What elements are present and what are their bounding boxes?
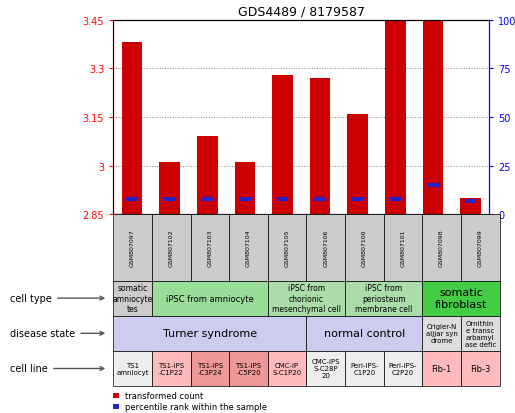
Bar bbox=[277, 197, 288, 201]
Text: somatic
amniocyte
tes: somatic amniocyte tes bbox=[112, 284, 153, 313]
Text: GSM807104: GSM807104 bbox=[246, 229, 251, 266]
Text: cell line: cell line bbox=[10, 363, 104, 374]
Text: iPSC from amniocyte: iPSC from amniocyte bbox=[166, 294, 254, 303]
Text: TS1-iPS
-C3P24: TS1-iPS -C3P24 bbox=[197, 362, 223, 375]
Text: normal control: normal control bbox=[324, 328, 405, 339]
Text: disease state: disease state bbox=[10, 328, 104, 339]
Bar bbox=[427, 184, 439, 188]
Text: GSM807101: GSM807101 bbox=[401, 229, 405, 266]
Text: GSM807105: GSM807105 bbox=[285, 229, 289, 266]
Bar bbox=[389, 197, 401, 201]
Bar bbox=[197, 137, 218, 215]
Text: GSM807106: GSM807106 bbox=[323, 229, 328, 266]
Text: iPSC from
chorionic
mesenchymal cell: iPSC from chorionic mesenchymal cell bbox=[272, 284, 341, 313]
Bar bbox=[122, 43, 143, 215]
Text: transformed count: transformed count bbox=[125, 391, 203, 400]
Bar bbox=[310, 79, 331, 215]
Bar bbox=[314, 197, 326, 201]
Bar bbox=[159, 163, 180, 215]
Text: GSM807099: GSM807099 bbox=[478, 229, 483, 267]
Bar bbox=[422, 21, 443, 215]
Bar bbox=[347, 114, 368, 215]
Text: CMC-iPS
S-C28P
20: CMC-iPS S-C28P 20 bbox=[312, 358, 340, 379]
Bar bbox=[126, 197, 138, 201]
Text: TS1-iPS
-C5P20: TS1-iPS -C5P20 bbox=[235, 362, 262, 375]
Text: GSM807102: GSM807102 bbox=[169, 229, 174, 266]
Bar bbox=[234, 163, 255, 215]
Text: percentile rank within the sample: percentile rank within the sample bbox=[125, 402, 267, 411]
Text: GSM807097: GSM807097 bbox=[130, 229, 135, 267]
Text: Ornithin
e transc
arbamyl
ase defic: Ornithin e transc arbamyl ase defic bbox=[465, 320, 496, 347]
Text: Peri-iPS-
C2P20: Peri-iPS- C2P20 bbox=[389, 362, 417, 375]
Bar bbox=[460, 199, 481, 215]
Bar bbox=[201, 197, 213, 201]
Text: GSM807098: GSM807098 bbox=[439, 229, 444, 266]
Text: Turner syndrome: Turner syndrome bbox=[163, 328, 257, 339]
Title: GDS4489 / 8179587: GDS4489 / 8179587 bbox=[238, 5, 365, 18]
Text: GSM807100: GSM807100 bbox=[362, 229, 367, 266]
Text: GSM807103: GSM807103 bbox=[208, 229, 212, 266]
Text: Fib-1: Fib-1 bbox=[432, 364, 452, 373]
Text: iPSC from
periosteum
membrane cell: iPSC from periosteum membrane cell bbox=[355, 284, 413, 313]
Bar bbox=[352, 197, 364, 201]
Text: cell type: cell type bbox=[10, 293, 104, 304]
Bar bbox=[385, 21, 406, 215]
Bar bbox=[239, 197, 251, 201]
Text: Crigler-N
aijjar syn
drome: Crigler-N aijjar syn drome bbox=[426, 323, 457, 344]
Text: Fib-3: Fib-3 bbox=[470, 364, 490, 373]
Bar bbox=[465, 199, 476, 203]
Bar bbox=[164, 197, 176, 201]
Bar bbox=[272, 76, 293, 215]
Text: TS1
amniocyt: TS1 amniocyt bbox=[116, 362, 149, 375]
Text: somatic
fibroblast: somatic fibroblast bbox=[435, 287, 487, 309]
Text: Peri-IPS-
C1P20: Peri-IPS- C1P20 bbox=[350, 362, 379, 375]
Text: TS1-iPS
-C1P22: TS1-iPS -C1P22 bbox=[158, 362, 184, 375]
Text: CMC-IP
S-C1P20: CMC-IP S-C1P20 bbox=[272, 362, 302, 375]
